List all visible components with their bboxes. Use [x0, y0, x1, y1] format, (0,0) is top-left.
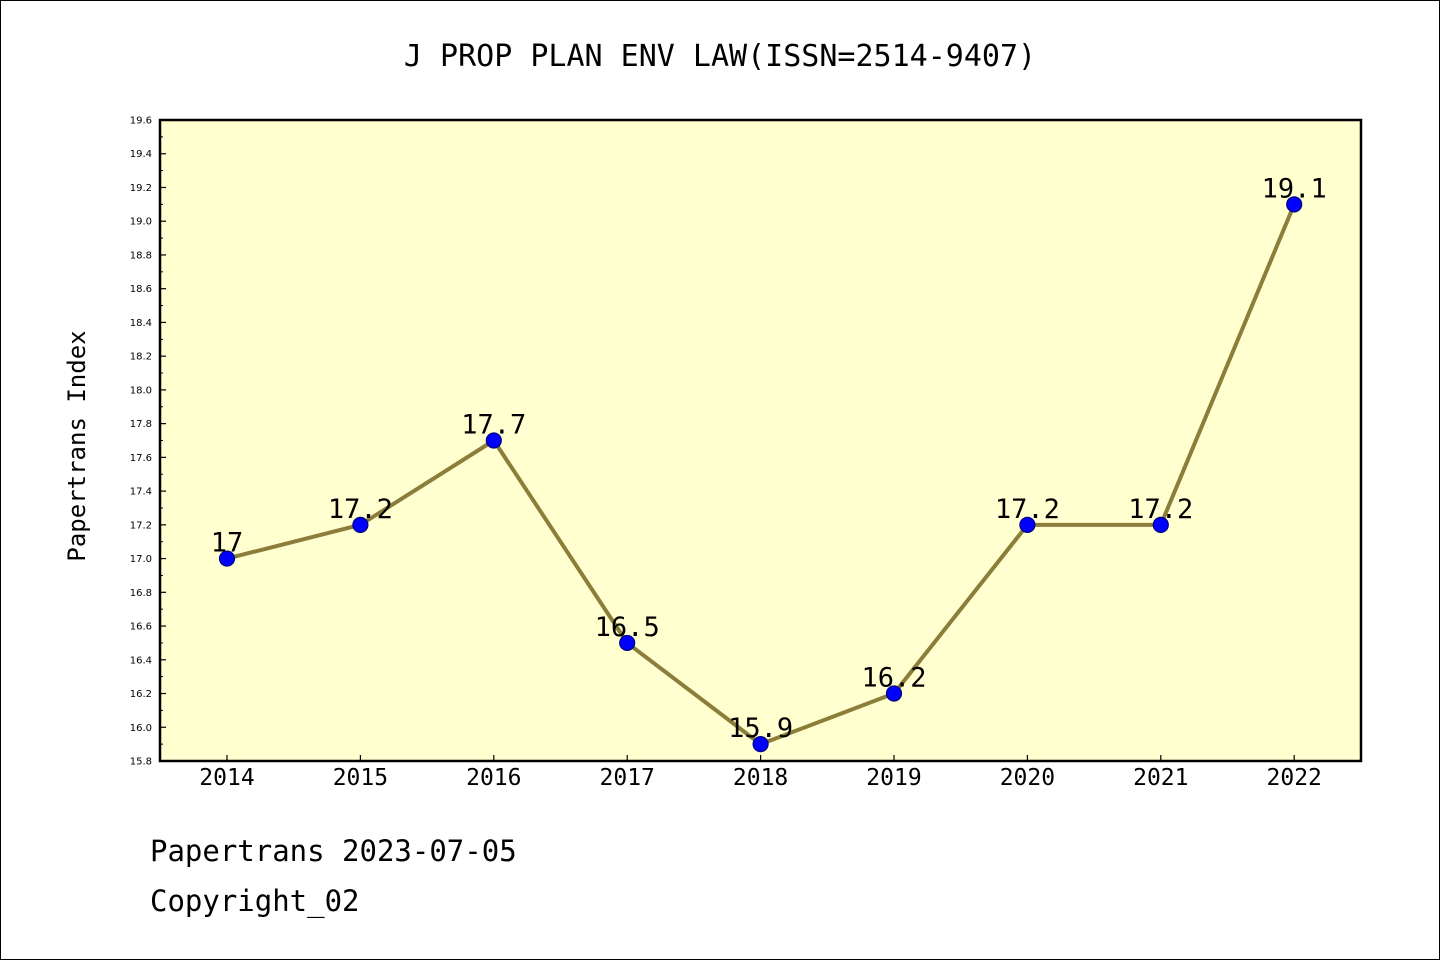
data-point: [885, 685, 903, 702]
data-point: [1152, 516, 1169, 533]
x-tick-label: 2017: [600, 765, 655, 791]
y-tick-label: 19.6: [130, 116, 152, 127]
data-label: 16.2: [861, 663, 926, 694]
y-tick-label: 16.0: [130, 723, 152, 734]
x-tick-label: 2016: [466, 765, 521, 791]
y-axis-label: Papertrans Index: [63, 330, 91, 561]
y-tick-label: 16.6: [130, 622, 152, 633]
y-tick-label: 19.2: [130, 183, 152, 194]
data-label: 16.5: [595, 612, 660, 643]
data-point: [1019, 516, 1036, 533]
x-tick-label: 2020: [1000, 765, 1055, 791]
x-tick-label: 2022: [1267, 765, 1322, 791]
footer-date: Papertrans 2023-07-05: [150, 834, 517, 868]
y-tick-label: 17.6: [130, 453, 152, 464]
x-ticks: 2014 2015 2016 2017 2018 2019 2020 2021 2022: [199, 755, 1322, 791]
y-tick-label: 19.4: [130, 149, 152, 160]
data-point: [1286, 196, 1303, 213]
series-1: 17 17.2 17.7 16.5 15.9 16.2 17.2 17.2 19.1: [211, 173, 1327, 753]
x-tick-label: 2021: [1133, 765, 1188, 791]
y-tick-label: 17.4: [130, 487, 152, 498]
y-tick-label: 18.2: [130, 352, 152, 363]
data-label: 15.9: [728, 713, 793, 744]
data-point: [752, 736, 769, 753]
y-tick-label: 18.4: [130, 318, 152, 329]
data-label: 19.1: [1262, 173, 1327, 204]
y-tick-label: 18.6: [130, 284, 152, 295]
x-tick-label: 2014: [199, 765, 254, 791]
data-point: [218, 550, 236, 567]
x-tick-label: 2015: [333, 765, 388, 791]
y-tick-label: 19.0: [130, 217, 152, 228]
y-tick-label: 17.0: [130, 554, 152, 565]
y-tick-label: 16.4: [130, 655, 152, 666]
y-tick-label: 17.2: [130, 520, 152, 531]
y-tick-label: 16.2: [130, 689, 152, 700]
data-label: 17.7: [461, 410, 526, 441]
y-tick-label: 15.8: [130, 757, 152, 768]
y-tick-label: 18.0: [130, 385, 152, 396]
data-point: [352, 516, 369, 533]
y-tick-label: 16.8: [130, 588, 152, 599]
chart-title: J PROP PLAN ENV LAW(ISSN=2514-9407): [404, 39, 1036, 74]
x-tick-label: 2019: [866, 765, 921, 791]
plot-area: [160, 120, 1361, 761]
x-tick-label: 2018: [733, 765, 788, 791]
footer-copyright: Copyright_02: [150, 884, 360, 918]
y-tick-label: 17.8: [130, 419, 152, 430]
y-ticks: 15.8 16.0 16.2 16.4 16.6 16.8 17.0 17.2 17.4 17.6…: [130, 116, 166, 768]
data-label: 17.2: [328, 494, 393, 525]
data-point: [485, 432, 502, 449]
data-label: 17: [211, 528, 244, 559]
data-point: [619, 634, 636, 652]
y-tick-label: 18.8: [130, 250, 152, 261]
data-label: 17.2: [995, 494, 1060, 525]
data-label: 17.2: [1128, 494, 1193, 525]
plot-border: [158, 118, 1363, 763]
